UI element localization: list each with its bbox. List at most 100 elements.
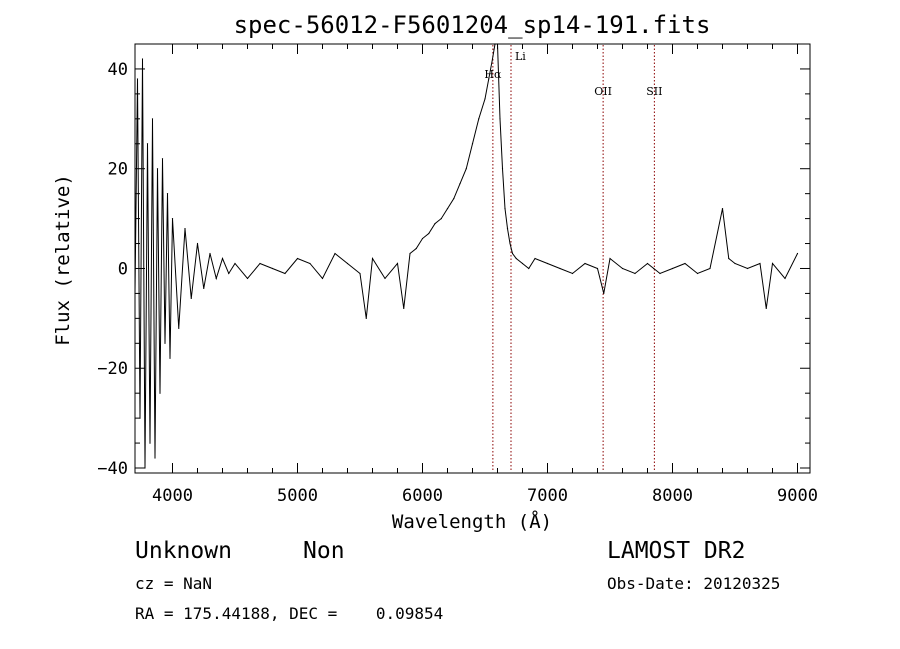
survey-name: LAMOST DR2: [607, 538, 746, 564]
data-point: [494, 43, 496, 45]
y-tick-label: 40: [108, 60, 128, 80]
line-marker-label-1: Li: [515, 50, 526, 63]
data-point: [234, 262, 236, 265]
data-point: [491, 58, 494, 60]
data-point: [509, 242, 511, 245]
data-point: [159, 392, 161, 394]
data-point: [609, 257, 611, 260]
data-point: [521, 262, 524, 265]
data-point: [228, 272, 230, 275]
y-axis-label: Flux (relative): [52, 174, 74, 346]
data-point: [309, 262, 311, 265]
obs-date: Obs-Date: 20120325: [607, 574, 781, 593]
data-point: [149, 442, 151, 444]
data-point: [178, 327, 180, 329]
data-point: [221, 257, 224, 260]
data-point: [196, 242, 199, 245]
data-point: [646, 262, 649, 265]
data-point: [709, 267, 711, 270]
object-subclass: Non: [303, 538, 345, 564]
data-point: [478, 118, 480, 120]
data-point: [403, 307, 405, 309]
data-point: [346, 262, 349, 265]
data-point: [203, 287, 205, 290]
data-point: [559, 267, 561, 270]
data-point: [506, 227, 509, 230]
data-point: [734, 262, 736, 265]
data-point: [396, 262, 399, 265]
data-point: [515, 257, 517, 260]
data-point: [190, 297, 192, 300]
data-point: [453, 198, 455, 200]
data-point: [471, 143, 474, 145]
data-point: [488, 78, 490, 80]
data-point: [571, 272, 574, 275]
data-point: [603, 292, 605, 295]
data-point: [284, 272, 286, 275]
data-point: [365, 317, 367, 319]
data-point: [146, 143, 149, 145]
data-point: [440, 217, 442, 220]
data-point: [596, 267, 599, 270]
data-point: [771, 262, 774, 265]
data-point: [151, 118, 154, 120]
data-point: [384, 277, 386, 280]
data-point: [136, 78, 139, 80]
data-point: [546, 262, 549, 265]
data-point: [504, 208, 506, 210]
object-class: Unknown: [135, 538, 232, 564]
data-point: [166, 193, 169, 195]
spectrum-series: [134, 43, 799, 469]
ra-dec-coordinates: RA = 175.44188, DEC = 0.09854: [135, 604, 444, 623]
data-point: [161, 158, 164, 160]
data-point: [765, 307, 767, 309]
data-point: [434, 222, 436, 225]
x-tick-label: 5000: [277, 486, 318, 506]
data-point: [746, 267, 749, 270]
data-point: [659, 272, 661, 275]
data-point: [465, 168, 467, 170]
data-point: [528, 267, 530, 270]
y-tick-label: 0: [118, 259, 128, 279]
data-point: [484, 98, 486, 100]
data-point: [164, 342, 166, 344]
data-point: [169, 357, 171, 359]
data-point: [584, 262, 586, 265]
data-point: [334, 252, 336, 255]
data-point: [721, 208, 724, 210]
data-point: [684, 262, 686, 265]
data-point: [156, 168, 159, 170]
data-point: [653, 267, 655, 270]
data-point: [784, 277, 786, 280]
data-point: [371, 257, 374, 260]
data-point: [421, 237, 424, 240]
data-point: [171, 217, 174, 220]
data-point: [501, 168, 504, 170]
data-point: [446, 208, 449, 210]
spectral-line-markers: Hα Li OII SII: [484, 45, 662, 472]
axis-ticks: 4000 5000 6000 7000 8000 9000 −40 −20 0 20 40: [97, 44, 818, 506]
data-point: [246, 277, 249, 280]
data-point: [296, 257, 299, 260]
data-point: [671, 267, 674, 270]
x-tick-label: 8000: [652, 486, 693, 506]
x-tick-label: 6000: [402, 486, 443, 506]
data-point: [634, 272, 636, 275]
data-point: [428, 232, 430, 235]
spectrum-line: [134, 43, 798, 469]
data-point: [154, 457, 156, 459]
data-point: [359, 272, 361, 275]
y-tick-label: −20: [97, 359, 128, 379]
plot-frame: [134, 43, 811, 474]
data-point: [409, 252, 411, 255]
data-point: [499, 118, 501, 120]
line-marker-label-3: SII: [646, 85, 662, 98]
x-axis-label: Wavelength (Å): [392, 510, 552, 533]
data-point: [728, 257, 730, 260]
data-point: [321, 277, 324, 280]
y-tick-label: 20: [108, 160, 128, 180]
data-point: [796, 252, 799, 255]
data-point: [759, 262, 761, 265]
line-marker-label-2: OII: [594, 85, 612, 98]
data-point: [271, 267, 274, 270]
